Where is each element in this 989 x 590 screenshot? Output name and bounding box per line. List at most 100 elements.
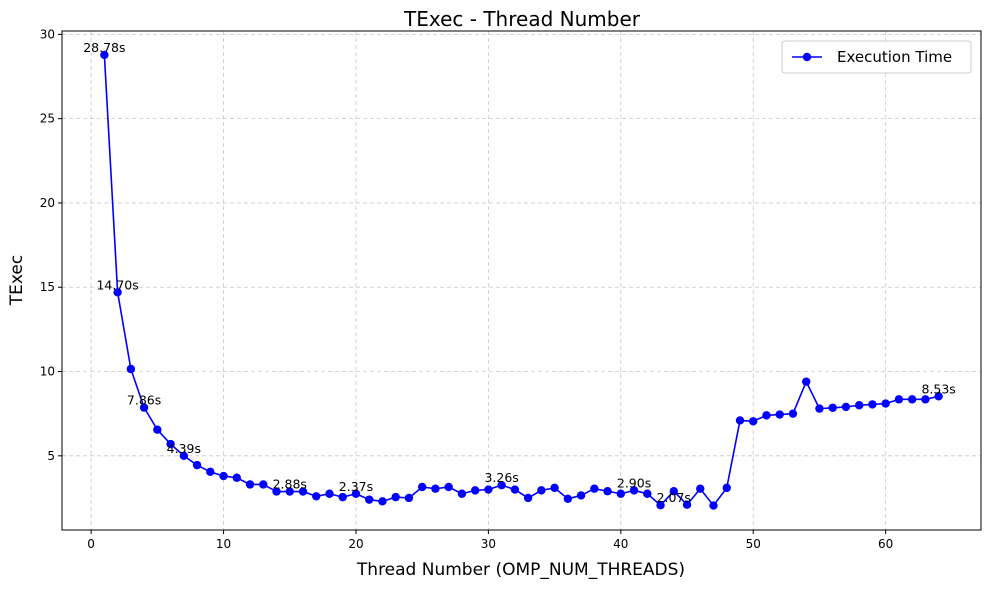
data-point <box>907 395 917 404</box>
data-label: 3.26s <box>484 470 518 485</box>
data-point <box>854 401 864 410</box>
data-point <box>365 495 374 504</box>
y-tick-label: 15 <box>40 280 55 294</box>
data-point <box>616 489 626 498</box>
data-point <box>523 493 533 503</box>
data-point <box>298 487 308 496</box>
y-tick-label: 5 <box>47 449 55 463</box>
x-axis-ticks: 0 10 20 30 40 50 60 <box>87 530 893 551</box>
data-point <box>722 483 731 493</box>
data-point <box>444 482 453 492</box>
data-point <box>802 377 811 386</box>
x-tick-label: 30 <box>481 537 496 551</box>
data-point <box>841 402 851 412</box>
data-point <box>179 451 189 461</box>
data-point <box>404 493 414 503</box>
y-tick-label: 25 <box>40 112 55 126</box>
data-point <box>603 487 612 496</box>
data-point <box>550 483 559 493</box>
data-label: 2.90s <box>617 475 651 490</box>
x-tick-label: 20 <box>348 537 363 551</box>
grid <box>62 31 981 530</box>
data-point <box>206 467 215 477</box>
data-point <box>749 417 758 426</box>
data-label: 28.78s <box>83 40 125 55</box>
data-point <box>232 473 241 482</box>
data-point <box>815 404 824 413</box>
data-point <box>259 480 268 489</box>
y-axis-title: TExec <box>7 255 27 306</box>
data-point <box>682 500 692 509</box>
data-point <box>563 494 573 504</box>
y-tick-label: 20 <box>40 196 55 210</box>
legend: Execution Time <box>781 40 972 74</box>
data-point <box>219 471 228 481</box>
y-tick-label: 10 <box>40 365 55 379</box>
data-point <box>126 364 136 374</box>
data-point <box>378 497 387 506</box>
plot-frame <box>61 30 982 531</box>
data-point <box>497 480 506 490</box>
chart-title: TExec - Thread Number <box>403 7 641 31</box>
data-point <box>881 399 890 408</box>
data-label: 2.07s <box>657 490 691 505</box>
data-point <box>669 487 678 496</box>
x-tick-label: 60 <box>878 537 893 551</box>
legend-box <box>781 40 972 74</box>
data-point <box>735 416 745 425</box>
data-point <box>510 485 520 494</box>
data-point <box>484 485 493 494</box>
data-point <box>285 487 294 496</box>
data-label: 8.53s <box>921 381 955 396</box>
y-axis-ticks: 5 10 15 20 25 30 <box>40 27 62 463</box>
data-label: 2.88s <box>273 477 307 492</box>
data-point <box>537 486 546 495</box>
x-tick-label: 40 <box>613 537 628 551</box>
data-point <box>934 392 943 401</box>
data-point <box>457 489 467 498</box>
data-point <box>788 409 798 418</box>
data-point <box>656 501 665 510</box>
data-point <box>431 484 440 493</box>
series-execution-time <box>100 50 943 510</box>
data-point <box>351 489 361 498</box>
legend-label: Execution Time <box>837 48 952 66</box>
data-annotations: 28.78s 14.70s 7.86s 4.39s 2.88s 2.37s 3.26s 2.9… <box>83 40 956 505</box>
data-point <box>139 403 149 412</box>
data-point <box>709 501 718 510</box>
data-label: 2.37s <box>339 479 373 494</box>
data-point <box>576 491 586 500</box>
data-point <box>775 410 784 419</box>
x-tick-label: 50 <box>746 537 761 551</box>
data-point <box>921 395 930 404</box>
x-axis-title: Thread Number (OMP_NUM_THREADS) <box>356 560 685 580</box>
data-point <box>894 395 904 404</box>
data-point <box>868 400 877 409</box>
data-label: 4.39s <box>167 441 201 456</box>
data-point <box>272 487 281 496</box>
data-label: 7.86s <box>127 393 161 408</box>
data-point <box>338 492 347 502</box>
data-point <box>312 492 321 501</box>
series-line <box>103 54 939 507</box>
data-point <box>417 482 427 492</box>
legend-marker <box>802 52 812 62</box>
data-point <box>590 484 599 493</box>
data-point <box>166 439 175 449</box>
data-point <box>100 50 109 60</box>
data-point <box>470 486 480 495</box>
x-tick-label: 0 <box>87 537 95 551</box>
data-point <box>696 484 705 493</box>
data-point <box>192 460 202 470</box>
data-point <box>325 489 334 498</box>
data-point <box>113 288 122 297</box>
data-label: 14.70s <box>96 277 138 292</box>
data-point <box>245 480 255 489</box>
x-tick-label: 10 <box>216 537 231 551</box>
data-point <box>643 489 652 498</box>
data-point <box>762 411 771 420</box>
data-point <box>153 425 162 434</box>
data-point <box>391 492 400 502</box>
